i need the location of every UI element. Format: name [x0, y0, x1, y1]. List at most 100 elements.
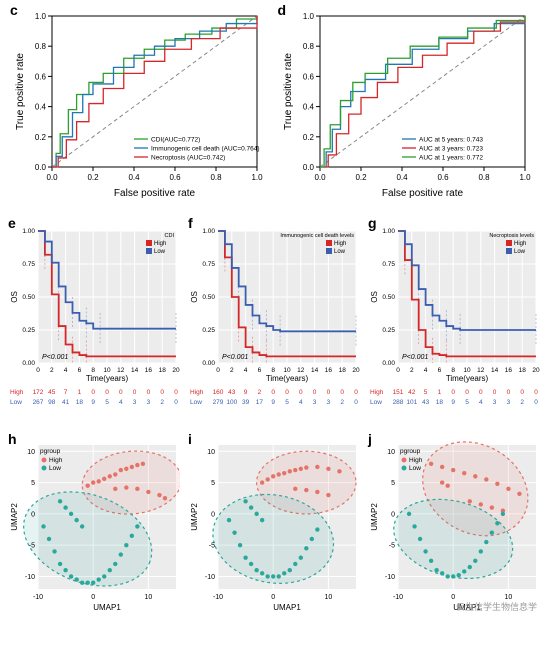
svg-text:0.0: 0.0	[302, 163, 314, 172]
svg-text:20: 20	[172, 367, 180, 374]
panel-label-h: h	[8, 431, 17, 447]
svg-text:0.4: 0.4	[35, 103, 47, 112]
svg-text:0: 0	[354, 389, 358, 396]
svg-text:0.2: 0.2	[302, 133, 314, 142]
svg-text:Low: Low	[154, 249, 166, 255]
svg-text:0: 0	[534, 389, 538, 396]
panel-label-j: j	[368, 431, 372, 447]
svg-text:1.00: 1.00	[202, 228, 215, 235]
panel-label-g: g	[368, 215, 377, 231]
svg-text:9: 9	[271, 399, 275, 406]
panel-label-i: i	[188, 431, 192, 447]
svg-text:0.2: 0.2	[355, 173, 367, 182]
svg-text:-10: -10	[33, 594, 43, 601]
svg-text:7: 7	[64, 389, 68, 396]
svg-text:98: 98	[48, 399, 56, 406]
svg-text:0.4: 0.4	[302, 103, 314, 112]
svg-text:0: 0	[133, 389, 137, 396]
svg-text:14: 14	[311, 367, 319, 374]
svg-text:False positive rate: False positive rate	[381, 188, 463, 199]
svg-text:2: 2	[160, 399, 164, 406]
svg-text:45: 45	[48, 389, 56, 396]
svg-text:pgroup: pgroup	[40, 448, 61, 455]
svg-text:True positive rate: True positive rate	[15, 53, 26, 130]
svg-text:0.8: 0.8	[35, 42, 47, 51]
svg-text:14: 14	[131, 367, 139, 374]
svg-text:0.75: 0.75	[22, 261, 35, 268]
svg-text:8: 8	[271, 367, 275, 374]
svg-text:16: 16	[145, 367, 153, 374]
svg-text:Time(years): Time(years)	[86, 374, 129, 383]
svg-text:1: 1	[438, 389, 442, 396]
svg-text:0.0: 0.0	[35, 163, 47, 172]
svg-text:0: 0	[507, 389, 511, 396]
svg-text:2: 2	[340, 399, 344, 406]
svg-text:3: 3	[327, 399, 331, 406]
svg-text:9: 9	[91, 399, 95, 406]
svg-text:2: 2	[410, 367, 414, 374]
svg-text:10: 10	[103, 367, 111, 374]
svg-text:6: 6	[78, 367, 82, 374]
svg-text:High: High	[514, 241, 526, 247]
svg-text:4: 4	[244, 367, 248, 374]
svg-text:UMAP1: UMAP1	[93, 603, 121, 612]
svg-text:0.25: 0.25	[202, 327, 215, 334]
svg-text:AUC at 3 years: 0.723: AUC at 3 years: 0.723	[419, 146, 483, 153]
umap-panel-h: h -10010-10-50510UMAP1UMAP2pgroupHighLow	[8, 433, 180, 613]
svg-text:5: 5	[211, 480, 215, 487]
svg-text:False positive rate: False positive rate	[114, 188, 196, 199]
svg-text:20: 20	[352, 367, 360, 374]
svg-text:Necroptosis (AUC=0.742): Necroptosis (AUC=0.742)	[151, 155, 225, 162]
svg-text:5: 5	[285, 399, 289, 406]
svg-text:Low: Low	[334, 249, 346, 255]
svg-text:10: 10	[145, 594, 153, 601]
svg-text:0: 0	[91, 389, 95, 396]
svg-text:Low: Low	[49, 465, 61, 472]
svg-text:2: 2	[230, 367, 234, 374]
svg-text:0.2: 0.2	[35, 133, 47, 142]
svg-text:Low: Low	[409, 465, 421, 472]
svg-text:0.75: 0.75	[382, 261, 395, 268]
svg-text:14: 14	[491, 367, 499, 374]
svg-text:High: High	[154, 241, 166, 247]
svg-text:18: 18	[159, 367, 167, 374]
svg-text:0: 0	[534, 399, 538, 406]
svg-text:Immunogenic cell death levels: Immunogenic cell death levels	[280, 233, 354, 239]
svg-text:0: 0	[391, 511, 395, 518]
km-panel-e: e 024681012141618200.000.250.500.751.00C…	[8, 217, 180, 417]
svg-text:160: 160	[213, 389, 224, 396]
svg-text:4: 4	[424, 367, 428, 374]
svg-text:0: 0	[105, 389, 109, 396]
svg-text:5: 5	[31, 480, 35, 487]
svg-text:0: 0	[174, 399, 178, 406]
svg-text:43: 43	[228, 389, 236, 396]
svg-text:1.00: 1.00	[382, 228, 395, 235]
svg-text:Time(years): Time(years)	[266, 374, 309, 383]
svg-text:0: 0	[465, 389, 469, 396]
svg-text:OS: OS	[190, 291, 199, 303]
svg-text:0: 0	[396, 367, 400, 374]
svg-text:0: 0	[216, 367, 220, 374]
svg-text:0: 0	[211, 511, 215, 518]
svg-text:5: 5	[424, 389, 428, 396]
svg-text:OS: OS	[10, 291, 19, 303]
svg-text:0.0: 0.0	[46, 173, 58, 182]
svg-text:12: 12	[477, 367, 485, 374]
svg-text:0.6: 0.6	[169, 173, 181, 182]
svg-text:UMAP2: UMAP2	[10, 503, 19, 531]
svg-text:UMAP2: UMAP2	[190, 503, 199, 531]
svg-text:4: 4	[479, 399, 483, 406]
svg-text:3: 3	[493, 399, 497, 406]
svg-text:CDI: CDI	[165, 233, 175, 239]
panel-label-f: f	[188, 215, 193, 231]
svg-text:12: 12	[297, 367, 305, 374]
svg-text:High: High	[49, 457, 63, 464]
svg-text:100: 100	[226, 399, 237, 406]
svg-text:16: 16	[505, 367, 513, 374]
svg-text:1.0: 1.0	[302, 12, 314, 21]
panel-label-c: c	[10, 2, 18, 18]
svg-text:-10: -10	[213, 594, 223, 601]
svg-text:-10: -10	[25, 574, 35, 581]
svg-text:-10: -10	[393, 594, 403, 601]
svg-text:12: 12	[117, 367, 125, 374]
